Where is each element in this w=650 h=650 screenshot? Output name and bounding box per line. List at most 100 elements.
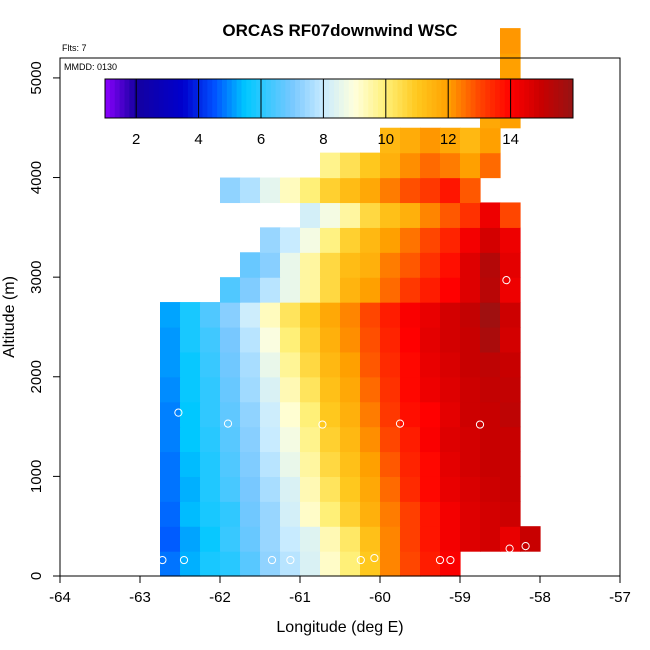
heatmap-cell xyxy=(160,476,181,502)
heatmap-cell xyxy=(180,551,201,577)
heatmap-cell xyxy=(220,302,241,328)
heatmap-cell xyxy=(480,501,501,527)
observation-point xyxy=(435,555,445,565)
heatmap-cell xyxy=(400,451,421,477)
heatmap-cell xyxy=(400,202,421,228)
heatmap-cell xyxy=(440,326,461,353)
heatmap-cell xyxy=(280,526,301,552)
heatmap-cell xyxy=(220,277,241,303)
colorbar-segment xyxy=(514,79,520,118)
colorbar-segment xyxy=(490,79,496,118)
heatmap-cell xyxy=(340,476,361,502)
colorbar-segment xyxy=(173,79,179,118)
heatmap-cell xyxy=(440,202,461,228)
heatmap-cell xyxy=(200,501,221,527)
heatmap-cell xyxy=(400,401,421,428)
heatmap-cell xyxy=(320,426,341,453)
heatmap-cell xyxy=(500,53,521,79)
heatmap-cell xyxy=(180,426,201,453)
heatmap-cell xyxy=(300,551,321,577)
heatmap-cell xyxy=(320,451,341,477)
colorbar-segment xyxy=(475,79,481,118)
heatmap-cell xyxy=(400,252,421,278)
y-axis-label: Altitude (m) xyxy=(1,276,18,358)
heatmap-cell xyxy=(320,551,341,577)
colorbar-segment xyxy=(431,79,437,118)
observation-point xyxy=(505,544,514,553)
heatmap-cell xyxy=(300,501,321,527)
heatmap-cell xyxy=(440,476,461,502)
heatmap-cell xyxy=(460,277,481,303)
heatmap-cell xyxy=(280,302,301,328)
heatmap-cell xyxy=(180,401,201,428)
heatmap-cell xyxy=(280,277,301,303)
colorbar-segment xyxy=(217,79,223,118)
y-tick-label: 4000 xyxy=(28,161,45,194)
heatmap-cell xyxy=(220,351,241,378)
heatmap-cell xyxy=(460,302,481,328)
y-tick-label: 0 xyxy=(28,572,45,580)
heatmap-cell xyxy=(500,351,521,378)
heatmap-cell xyxy=(500,28,521,54)
heatmap-cell xyxy=(180,302,201,328)
heatmap-cell xyxy=(360,177,381,204)
heatmap-cell xyxy=(420,277,441,303)
heatmap-cell xyxy=(200,526,221,552)
colorbar-tick-label: 14 xyxy=(502,131,519,148)
chart-title: ORCAS RF07downwind WSC xyxy=(222,21,457,40)
colorbar-segment xyxy=(153,79,160,118)
heatmap-cell xyxy=(440,501,461,527)
heatmap-cell xyxy=(260,501,281,527)
heatmap-cell xyxy=(360,326,381,353)
heatmap-cell xyxy=(500,202,521,228)
heatmap-cell xyxy=(400,426,421,453)
heatmap-cell xyxy=(400,152,421,179)
heatmap-cell xyxy=(440,152,461,179)
heatmap-cell xyxy=(500,252,521,278)
heatmap-cell xyxy=(500,227,521,253)
heatmap-cell xyxy=(380,277,401,303)
colorbar-segment xyxy=(451,79,457,118)
heatmap-cell xyxy=(480,476,501,502)
heatmap-cell xyxy=(420,476,441,502)
heatmap-cell xyxy=(300,177,321,204)
observation-point xyxy=(395,419,405,428)
colorbar-segment xyxy=(168,79,174,118)
colorbar-segment xyxy=(290,79,296,118)
heatmap-cell xyxy=(340,326,361,353)
colorbar-segment xyxy=(285,79,291,118)
heatmap-cell xyxy=(340,426,361,453)
colorbar-segment xyxy=(270,79,277,118)
heatmap-cell xyxy=(240,401,261,428)
colorbar-segment xyxy=(485,79,491,118)
heatmap-cell xyxy=(280,351,301,378)
heatmap-cell xyxy=(500,302,521,328)
heatmap-cell xyxy=(400,376,421,403)
heatmap-cell xyxy=(300,302,321,328)
heatmap-cell xyxy=(300,451,321,477)
observation-point xyxy=(318,420,327,429)
heatmap-cell xyxy=(280,227,301,253)
heatmap-cell xyxy=(260,526,281,552)
heatmap-cell xyxy=(200,376,221,403)
colorbar-segment xyxy=(441,79,447,118)
observation-point xyxy=(502,276,511,285)
heatmap-cell xyxy=(320,376,341,403)
colorbar-segment xyxy=(553,79,559,118)
heatmap-cell xyxy=(200,302,221,328)
colorbar-segment xyxy=(397,79,403,118)
heatmap-cell xyxy=(340,277,361,303)
heatmap-cell xyxy=(320,476,341,502)
y-tick-label: 5000 xyxy=(28,61,45,94)
heatmap-cell xyxy=(400,551,421,577)
heatmap-cell xyxy=(460,152,481,179)
flights-note: Flts: 7 xyxy=(62,43,87,53)
colorbar-segment xyxy=(519,79,525,118)
heatmap-cell xyxy=(420,451,441,477)
colorbar-segment xyxy=(446,79,452,118)
observation-points xyxy=(158,276,530,565)
y-tick-label: 1000 xyxy=(28,460,45,493)
x-tick-label: -60 xyxy=(369,589,391,606)
observation-point xyxy=(223,419,233,428)
heatmap-cell xyxy=(160,526,181,552)
